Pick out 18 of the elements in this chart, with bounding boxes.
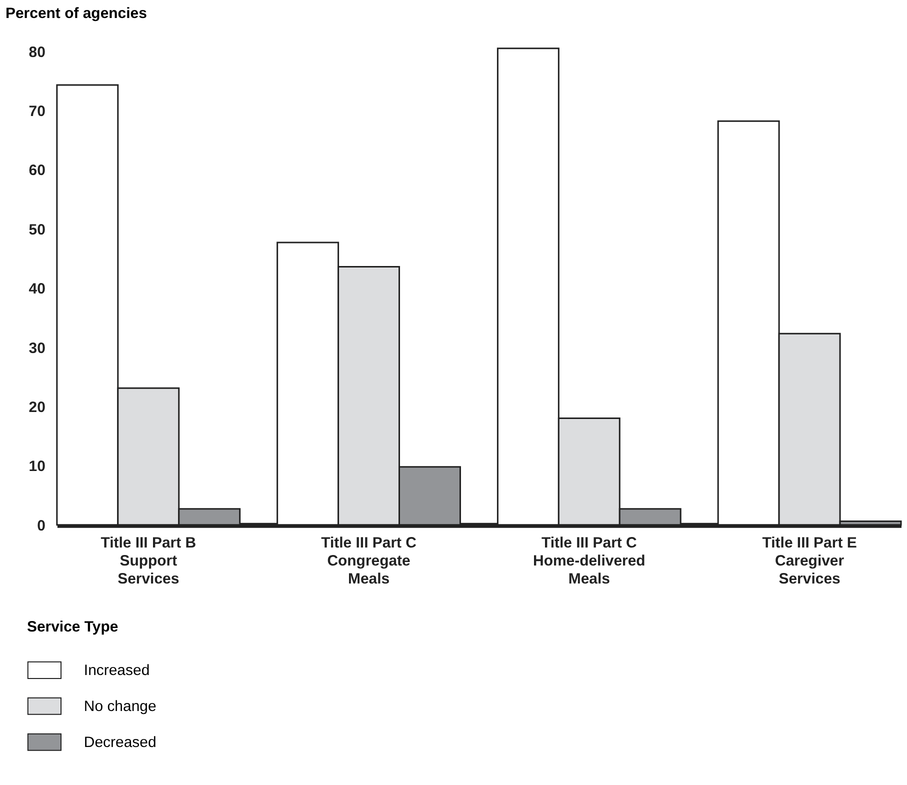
y-tick-label: 80: [28, 44, 46, 61]
legend-label: Increased: [84, 662, 150, 680]
y-tick-label: 0: [37, 517, 46, 534]
y-tick-label: 10: [28, 458, 46, 476]
y-tick-label: 60: [28, 162, 46, 180]
x-tick-label: Title III Part B Support Services: [100, 534, 196, 588]
legend-label: Decreased: [84, 734, 156, 752]
x-tick-label: Title III Part C Congregate Meals: [321, 534, 417, 588]
y-axis-title: Percent of agencies: [5, 4, 147, 22]
x-tick-label: Title III Part C Home-delivered Meals: [533, 534, 646, 588]
legend-label: No change: [84, 698, 156, 716]
x-tick-label: Title III Part E Caregiver Services: [762, 534, 857, 588]
legend-title: Service Type: [26, 618, 118, 636]
y-tick-label: 20: [28, 398, 46, 416]
y-tick-label: 30: [28, 340, 46, 357]
y-tick-label: 40: [28, 280, 46, 298]
y-tick-label: 70: [28, 102, 46, 120]
y-tick-label: 50: [28, 221, 46, 238]
